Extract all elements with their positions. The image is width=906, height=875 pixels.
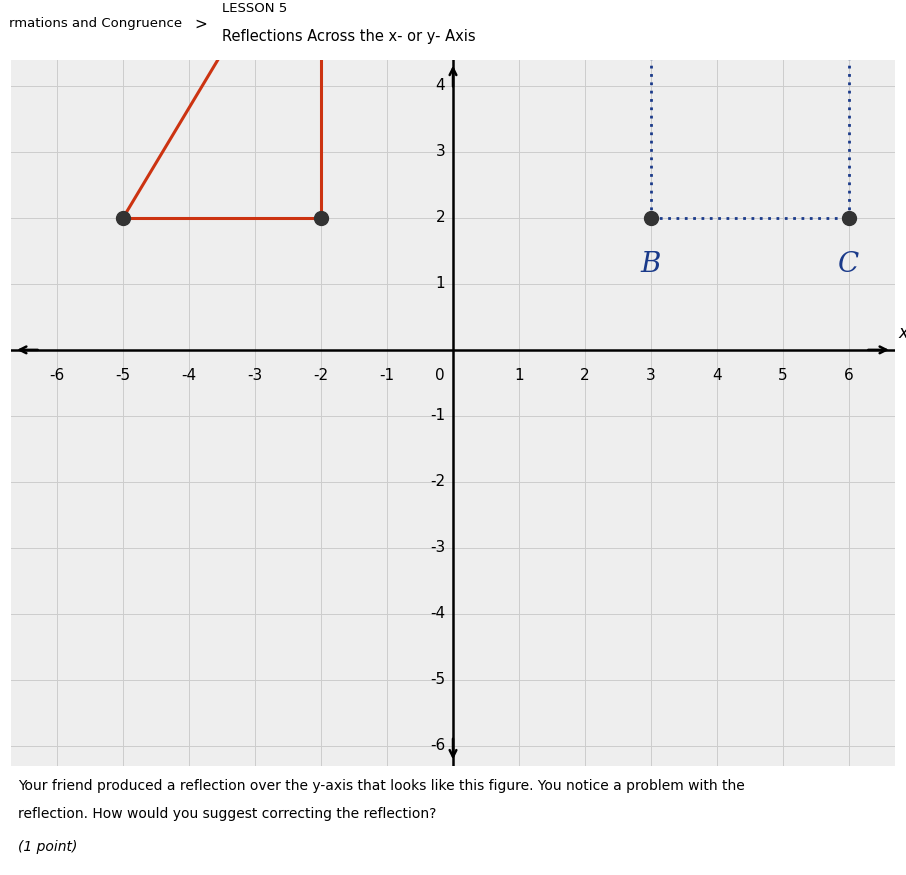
Text: 1: 1 — [436, 276, 445, 291]
Text: 3: 3 — [646, 368, 656, 383]
Text: 0: 0 — [436, 368, 445, 383]
Text: >: > — [195, 17, 207, 32]
Text: C: C — [838, 251, 860, 278]
Text: rmations and Congruence: rmations and Congruence — [9, 17, 182, 30]
Text: 4: 4 — [712, 368, 722, 383]
Text: 4: 4 — [436, 79, 445, 94]
Text: -1: -1 — [380, 368, 395, 383]
Text: -3: -3 — [429, 541, 445, 556]
Text: -5: -5 — [115, 368, 130, 383]
Text: 5: 5 — [778, 368, 788, 383]
Text: 3: 3 — [435, 144, 445, 159]
Text: x: x — [899, 324, 906, 342]
Text: -1: -1 — [430, 409, 445, 423]
Text: -2: -2 — [430, 474, 445, 489]
Text: -3: -3 — [247, 368, 263, 383]
Text: reflection. How would you suggest correcting the reflection?: reflection. How would you suggest correc… — [18, 807, 437, 821]
Text: (1 point): (1 point) — [18, 840, 78, 854]
Text: -2: -2 — [313, 368, 329, 383]
Text: B: B — [641, 251, 661, 278]
Text: LESSON 5: LESSON 5 — [222, 2, 287, 15]
Text: 1: 1 — [515, 368, 524, 383]
Text: 2: 2 — [580, 368, 590, 383]
Text: 2: 2 — [436, 210, 445, 226]
Text: -5: -5 — [430, 672, 445, 688]
Text: -4: -4 — [181, 368, 197, 383]
Text: 6: 6 — [844, 368, 853, 383]
Text: -6: -6 — [50, 368, 64, 383]
Text: -4: -4 — [430, 606, 445, 621]
Text: Your friend produced a reflection over the y-axis that looks like this figure. Y: Your friend produced a reflection over t… — [18, 779, 745, 793]
Text: -6: -6 — [429, 738, 445, 753]
Text: Reflections Across the x- or y- Axis: Reflections Across the x- or y- Axis — [222, 29, 476, 44]
